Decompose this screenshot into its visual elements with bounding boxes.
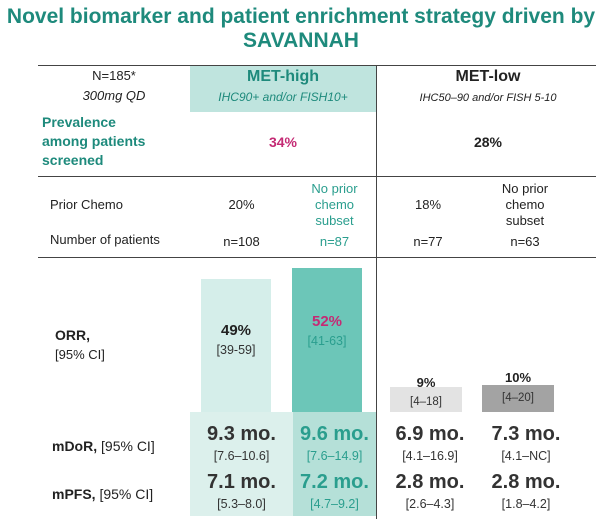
no-chemo-line-1: No prior	[311, 181, 358, 196]
met-high-definition: IHC90+ and/or FISH10+	[218, 90, 348, 104]
prior-chemo-met-high: 20%	[228, 197, 255, 212]
mdor-ci-met-high-no-chemo: [7.6–14.9]	[306, 449, 363, 463]
mdor-value-met-low-no-chemo: 7.3 mo.	[491, 423, 561, 445]
mdor-ci-met-low-chemo: [4.1–16.9]	[402, 449, 458, 463]
mpfs-ci-met-low-no-chemo: [1.8–4.2]	[501, 497, 551, 511]
mpfs-value-met-high-chemo: 7.1 mo.	[207, 471, 276, 493]
row-divider-2	[38, 257, 596, 258]
mdor-ci-met-low-no-chemo: [4.1–NC]	[501, 449, 551, 463]
mdor-label: mDoR, [95% CI]	[52, 438, 155, 454]
no-chemo-low-line-3: subset	[505, 213, 545, 228]
prior-chemo-met-low: 18%	[414, 197, 442, 212]
orr-ci-met-high-chemo: [39-59]	[216, 343, 256, 357]
title-line-2: SAVANNAH	[243, 29, 359, 52]
mdor-value-met-high-no-chemo: 9.6 mo.	[300, 423, 369, 445]
orr-ci-met-high-no-chemo: [41-63]	[307, 334, 347, 348]
prevalence-met-low: 28%	[473, 134, 503, 150]
patients-label: Number of patients	[50, 232, 160, 247]
no-chemo-low-line-2: chemo	[505, 197, 545, 212]
orr-value-met-high-no-chemo: 52%	[311, 313, 343, 330]
no-chemo-subset-met-low: No prior chemo subset	[480, 181, 570, 229]
mpfs-label: mPFS, [95% CI]	[52, 486, 153, 502]
title-line-1: Novel biomarker and patient enrichment s…	[6, 5, 596, 28]
orr-ci-met-low-chemo: [4–18]	[410, 396, 442, 408]
no-chemo-line-3: subset	[315, 213, 354, 228]
orr-bar-met-high-chemo	[201, 279, 271, 412]
mpfs-ci-met-high-no-chemo: [4.7–9.2]	[310, 497, 359, 511]
dose-label: 300mg QD	[82, 88, 146, 103]
mdor-ci-label: [95% CI]	[101, 438, 155, 454]
no-chemo-low-line-1: No prior	[501, 181, 549, 196]
mpfs-ci-met-low-chemo: [2.6–4.3]	[405, 497, 455, 511]
prevalence-label: Prevalence among patients screened	[42, 113, 145, 170]
mpfs-ci-met-high-chemo: [5.3–8.0]	[217, 497, 266, 511]
no-chemo-line-2: chemo	[314, 197, 355, 212]
mdor-value-met-low-chemo: 6.9 mo.	[395, 423, 465, 445]
prevalence-met-high: 34%	[268, 134, 298, 150]
mdor-ci-met-high-chemo: [7.6–10.6]	[213, 449, 270, 463]
prevalence-label-line-1: Prevalence	[42, 114, 116, 130]
row-divider-1	[38, 176, 596, 177]
mpfs-value-met-low-chemo: 2.8 mo.	[395, 471, 465, 493]
orr-bar-met-low-chemo	[390, 387, 462, 412]
prior-chemo-label: Prior Chemo	[50, 197, 123, 212]
orr-ci-met-low-no-chemo: [4–20]	[502, 392, 534, 404]
table-top-border	[38, 65, 596, 66]
mdor-value-met-high-chemo: 9.3 mo.	[207, 423, 276, 445]
mpfs-value-met-low-no-chemo: 2.8 mo.	[491, 471, 561, 493]
mpfs-ci-label: [95% CI]	[99, 486, 154, 502]
met-high-header-bg	[190, 66, 376, 112]
no-chemo-subset-met-high: No prior chemo subset	[293, 181, 376, 229]
met-low-definition: IHC50–90 and/or FISH 5-10	[419, 92, 557, 104]
met-high-no-chemo-results-bg	[293, 412, 376, 516]
orr-value-met-high-chemo: 49%	[220, 322, 252, 339]
mpfs-label-text: mPFS,	[52, 486, 96, 502]
orr-bar-met-high-no-chemo	[292, 268, 362, 412]
orr-label: ORR,	[55, 327, 90, 343]
n-label: N=185*	[92, 68, 136, 83]
met-high-heading: MET-high	[247, 68, 319, 85]
patients-met-high-chemo: n=108	[223, 234, 260, 249]
orr-value-met-low-no-chemo: 10%	[504, 370, 532, 385]
patients-met-low-no-chemo: n=63	[510, 234, 540, 249]
mpfs-value-met-high-no-chemo: 7.2 mo.	[300, 471, 369, 493]
prevalence-label-line-2: among patients	[42, 133, 146, 149]
column-divider	[376, 65, 377, 519]
patients-met-high-no-chemo: n=87	[319, 234, 350, 249]
mdor-label-text: mDoR,	[52, 438, 98, 454]
prevalence-label-line-3: screened	[42, 152, 104, 168]
orr-bar-met-low-no-chemo	[482, 385, 554, 412]
orr-ci-label: [95% CI]	[55, 347, 105, 362]
met-low-heading: MET-low	[455, 68, 521, 85]
patients-met-low-chemo: n=77	[413, 234, 443, 249]
orr-value-met-low-chemo: 9%	[416, 375, 436, 390]
